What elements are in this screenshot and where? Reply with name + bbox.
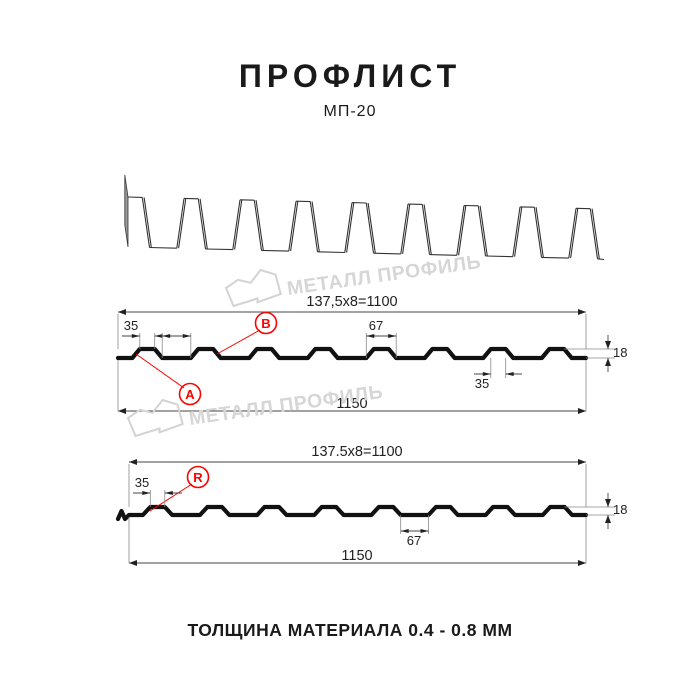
svg-text:1150: 1150 <box>341 548 372 564</box>
svg-text:B: B <box>261 316 270 331</box>
svg-text:67: 67 <box>407 533 421 548</box>
svg-text:137,5x8=1100: 137,5x8=1100 <box>306 294 397 310</box>
svg-text:35: 35 <box>135 475 149 490</box>
svg-text:18: 18 <box>613 345 627 360</box>
svg-text:18: 18 <box>613 502 627 517</box>
svg-text:67: 67 <box>369 318 383 333</box>
svg-text:R: R <box>193 470 203 485</box>
svg-text:137.5x8=1100: 137.5x8=1100 <box>311 444 402 460</box>
svg-text:35: 35 <box>475 376 489 391</box>
svg-text:A: A <box>185 387 195 402</box>
svg-text:35: 35 <box>124 318 138 333</box>
